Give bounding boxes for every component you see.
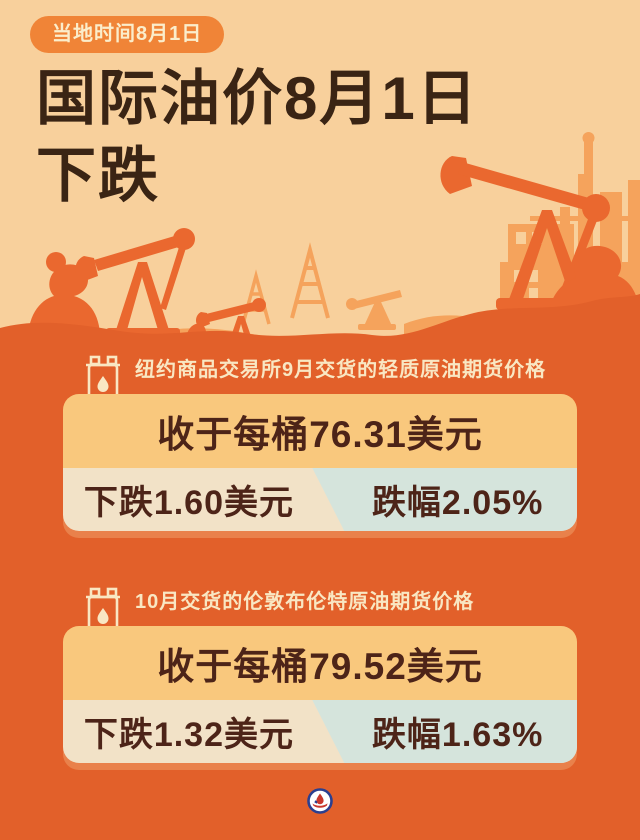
small-light-pumpjack — [346, 290, 402, 330]
card-label: 10月交货的伦敦布伦特原油期货价格 — [135, 591, 475, 613]
price-card: 收于每桶79.52美元 下跌1.32美元 跌幅1.63% — [63, 626, 577, 763]
price-card-nymex: 纽约商品交易所9月交货的轻质原油期货价格 收于每桶76.31美元 下跌1.60美… — [63, 346, 577, 531]
card-label-row: 10月交货的伦敦布伦特原油期货价格 — [83, 578, 577, 644]
price-drop-cell: 下跌1.60美元 — [63, 468, 315, 531]
card-close-row: 收于每桶76.31美元 — [63, 394, 577, 468]
left-pumpjack — [75, 228, 195, 338]
price-card-brent: 10月交货的伦敦布伦特原油期货价格 收于每桶79.52美元 下跌1.32美元 跌… — [63, 578, 577, 763]
percent-drop: 跌幅1.63% — [371, 716, 544, 754]
percent-drop-cell: 跌幅1.63% — [312, 700, 577, 763]
derrick-towers — [241, 242, 330, 325]
page-title: 国际油价8月1日 下跌 — [36, 60, 479, 215]
news-agency-logo-icon — [307, 788, 333, 814]
price-drop: 下跌1.32美元 — [83, 716, 295, 754]
closing-price: 收于每桶79.52美元 — [157, 646, 483, 687]
card-close-row: 收于每桶79.52美元 — [63, 626, 577, 700]
title-line-1: 国际油价8月1日 — [36, 65, 479, 132]
card-change-row: 下跌1.60美元 跌幅2.05% — [63, 468, 577, 531]
date-badge: 当地时间8月1日 — [30, 16, 225, 53]
ground-silhouette — [0, 294, 640, 347]
title-line-2: 下跌 — [36, 142, 160, 210]
card-label: 纽约商品交易所9月交货的轻质原油期货价格 — [135, 359, 547, 381]
price-drop-cell: 下跌1.32美元 — [63, 700, 315, 763]
closing-price: 收于每桶76.31美元 — [157, 414, 483, 455]
card-change-row: 下跌1.32美元 跌幅1.63% — [63, 700, 577, 763]
oilfield-illustration — [0, 132, 640, 347]
percent-drop-cell: 跌幅2.05% — [312, 468, 577, 531]
price-drop: 下跌1.60美元 — [83, 484, 295, 522]
price-card: 收于每桶76.31美元 下跌1.60美元 跌幅2.05% — [63, 394, 577, 531]
card-label-row: 纽约商品交易所9月交货的轻质原油期货价格 — [83, 346, 577, 412]
percent-drop: 跌幅2.05% — [371, 484, 544, 522]
